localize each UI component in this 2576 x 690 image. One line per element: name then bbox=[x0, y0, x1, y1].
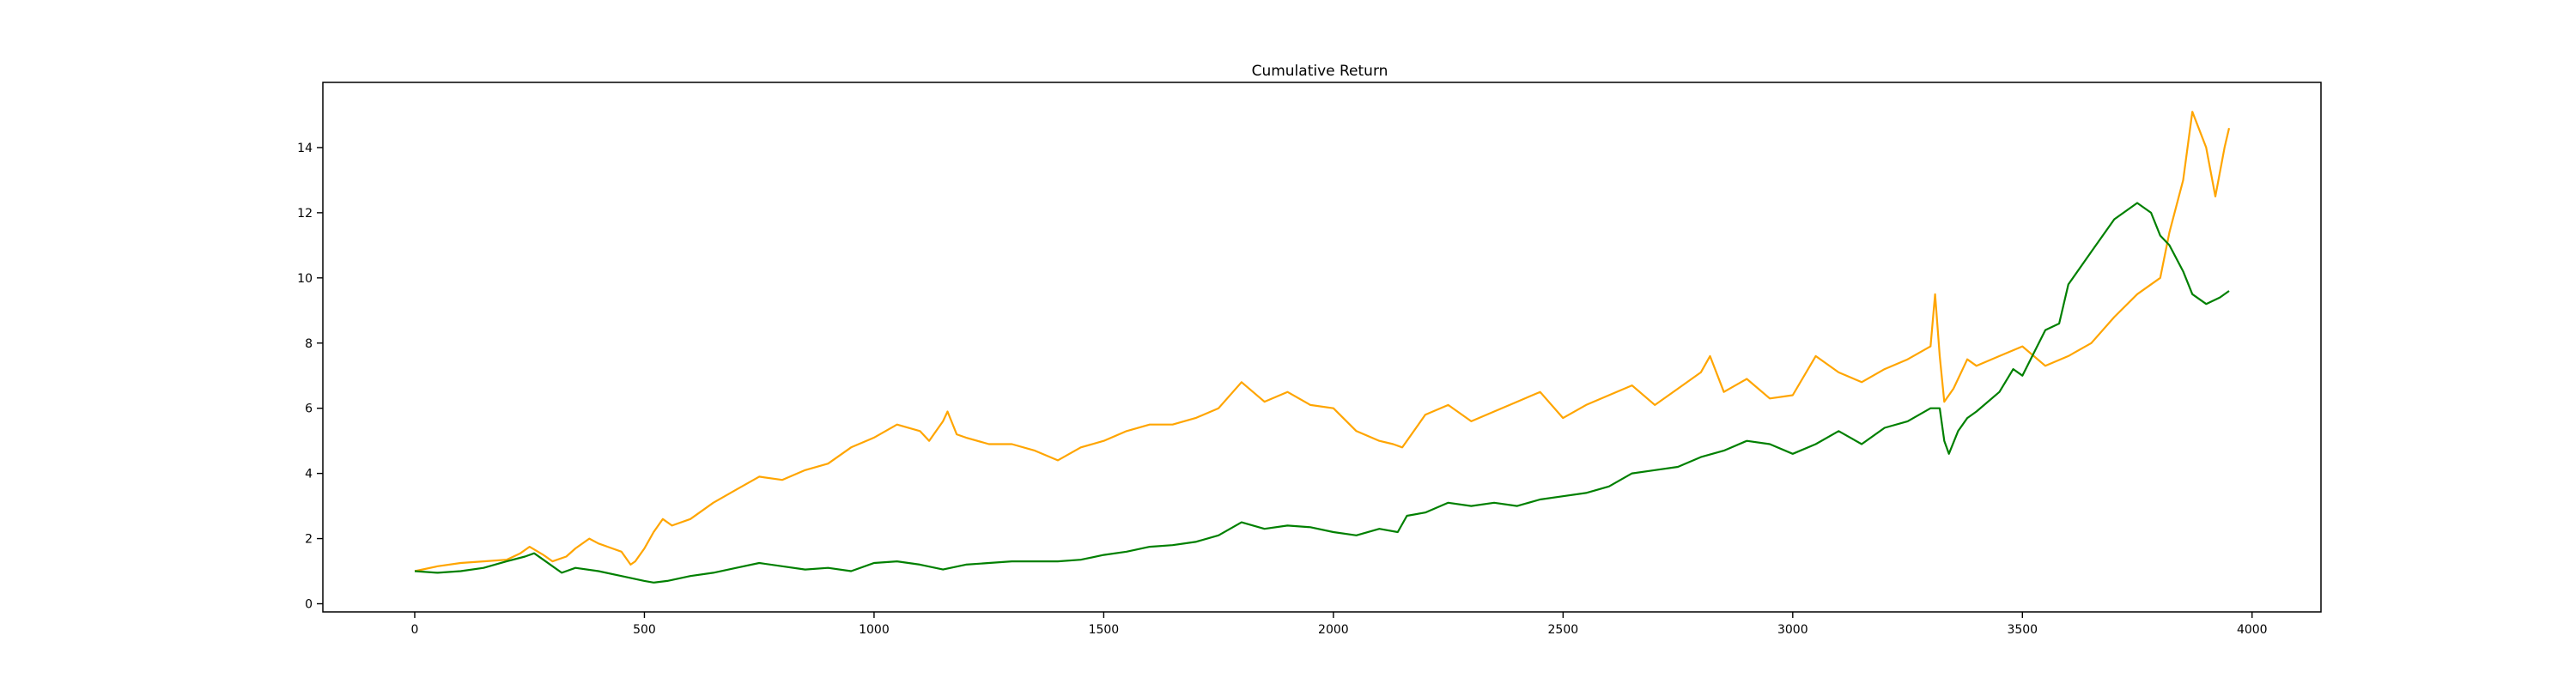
x-tick-label: 3000 bbox=[1777, 623, 1808, 637]
x-tick-label: 4000 bbox=[2237, 623, 2268, 637]
series-line-1 bbox=[414, 202, 2230, 584]
y-tick-label: 6 bbox=[305, 402, 313, 416]
series-line-0 bbox=[414, 111, 2231, 572]
x-tick-label: 1500 bbox=[1089, 623, 1120, 637]
x-tick-label: 3500 bbox=[2007, 623, 2038, 637]
y-axis: 0 2 4 6 8 10 12 14 bbox=[297, 142, 323, 612]
y-tick-label: 10 bbox=[297, 272, 313, 286]
y-tick-label: 2 bbox=[305, 533, 313, 547]
x-tick-label: 2500 bbox=[1548, 623, 1579, 637]
y-tick-label: 14 bbox=[297, 142, 313, 155]
y-tick-label: 8 bbox=[305, 337, 313, 351]
x-tick-label: 0 bbox=[411, 623, 419, 637]
plot-frame bbox=[322, 82, 2322, 613]
y-tick-label: 0 bbox=[305, 598, 313, 612]
y-tick-label: 12 bbox=[297, 207, 313, 221]
chart-title: Cumulative Return bbox=[1252, 63, 1388, 80]
x-tick-label: 500 bbox=[633, 623, 656, 637]
x-tick-label: 1000 bbox=[859, 623, 890, 637]
x-tick-label: 2000 bbox=[1318, 623, 1349, 637]
plot-series bbox=[414, 111, 2231, 584]
y-tick-label: 4 bbox=[305, 468, 313, 481]
x-axis: 0 500 1000 1500 2000 2500 3000 3500 4000 bbox=[411, 612, 2268, 637]
